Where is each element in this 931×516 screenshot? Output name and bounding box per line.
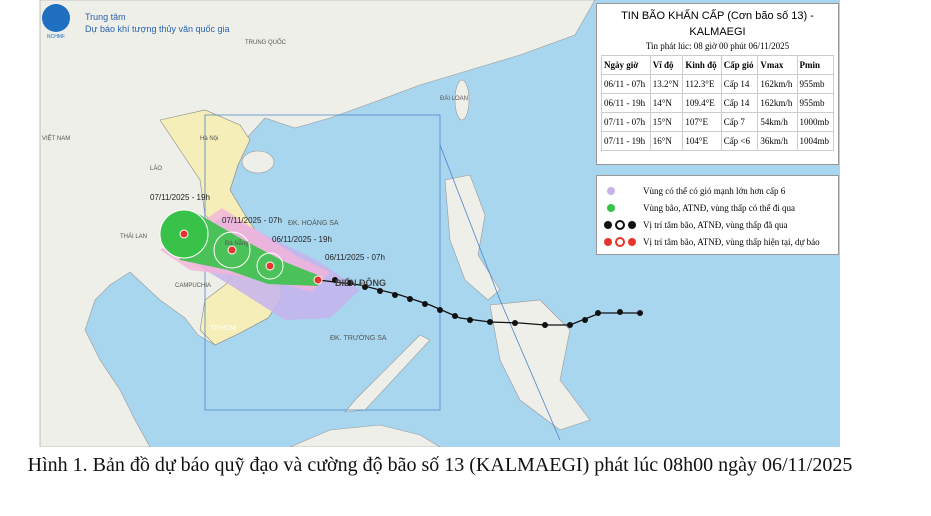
column-header: Pmin <box>796 55 834 75</box>
table-cell: Cấp 14 <box>720 74 759 94</box>
legend-item: Vùng bão, ATNĐ, vùng thấp có thể đi qua <box>603 199 832 216</box>
track-label: 06/11/2025 - 19h <box>272 235 332 244</box>
map-label: Đà Nẵng <box>225 240 249 247</box>
figure-caption: Hình 1. Bản đồ dự báo quỹ đạo và cường đ… <box>27 454 853 476</box>
track-label: 06/11/2025 - 07h <box>325 253 385 262</box>
table-cell: 06/11 - 07h <box>601 74 651 94</box>
bulletin-title: TIN BÃO KHẨN CẤP (Cơn bão số 13) - KALMA… <box>621 10 814 38</box>
table-row: 06/11 - 19h 14°N 109.4°E Cấp 14 162km/h 955mb <box>601 93 834 113</box>
table-cell: 955mb <box>796 93 834 113</box>
legend-item: Vị trí tâm bão, ATNĐ, vùng thấp đã qua <box>603 216 832 233</box>
legend-text: Vị trí tâm bão, ATNĐ, vùng thấp đã qua <box>643 219 788 230</box>
boundary <box>439 144 561 441</box>
boundary <box>204 114 441 411</box>
table-cell: 955mb <box>796 74 834 94</box>
column-header: Vmax <box>757 55 798 75</box>
map-label: BIỂN ĐÔNG <box>335 277 386 288</box>
table-cell: 36km/h <box>757 131 798 151</box>
table-cell: 06/11 - 19h <box>601 93 651 113</box>
table-cell: 162km/h <box>757 93 798 113</box>
past-positions <box>332 277 643 328</box>
org-line: Dự báo khí tượng thủy văn quốc gia <box>85 24 230 34</box>
org-line: Trung tâm <box>85 12 126 22</box>
column-header: Cấp gió <box>720 55 759 75</box>
track-label: 07/11/2025 - 07h <box>222 216 282 225</box>
table-cell: 14°N <box>649 93 684 113</box>
legend-text: Vùng bão, ATNĐ, vùng thấp có thể đi qua <box>643 202 795 213</box>
map-label: ĐK. TRƯỜNG SA <box>330 333 387 342</box>
map-label: CAMPUCHIA <box>175 283 211 289</box>
logo-text: NCHMF <box>47 34 65 40</box>
legend-item: Vị trí tâm bão, ATNĐ, vùng thấp hiện tại… <box>603 233 832 250</box>
table-cell: 15°N <box>649 112 684 132</box>
table-cell: Cấp 7 <box>720 112 759 132</box>
table-cell: 162km/h <box>757 74 798 94</box>
map-label: ĐK. HOÀNG SA <box>288 218 339 227</box>
luzon <box>444 174 501 301</box>
map-label: TP.HCM <box>210 325 236 332</box>
hainan <box>241 150 275 174</box>
column-header: Vĩ độ <box>649 55 684 75</box>
map-label: LÀO <box>150 165 162 172</box>
map-label: THÁI LAN <box>120 233 147 240</box>
issued-time: Tin phát lúc: 08 giờ 00 phút 06/11/2025 <box>645 41 790 51</box>
bulletin: TIN BÃO KHẨN CẤP (Cơn bão số 13) - KALMA… <box>596 3 839 165</box>
legend-text: Vùng có thể có gió mạnh lớn hơn cấp 6 <box>643 185 786 196</box>
forecast-area <box>256 252 284 280</box>
mindanao <box>489 299 591 431</box>
column-header: Ngày giờ <box>601 55 651 75</box>
logo <box>42 4 70 32</box>
table-cell: Cấp 14 <box>720 93 759 113</box>
map-label: TRUNG QUỐC <box>245 39 287 46</box>
forecast-table: Ngày giờ Vĩ độ Kinh độ Cấp gió Vmax Pmin 06/11… <box>601 55 834 151</box>
table-cell: 07/11 - 19h <box>601 131 651 151</box>
table-cell: 1004mb <box>796 131 834 151</box>
table-cell: Cấp <6 <box>720 131 759 151</box>
storm-positions <box>179 229 323 285</box>
table-cell: 16°N <box>649 131 684 151</box>
map-label: Hà Nội <box>200 136 218 142</box>
track-label: 07/11/2025 - 19h <box>150 193 210 202</box>
table-cell: 1000mb <box>796 112 834 132</box>
table-cell: 07/11 - 07h <box>601 112 651 132</box>
taiwan <box>454 79 470 121</box>
borneo <box>289 424 441 447</box>
legend: Vùng có thể có gió mạnh lớn hơn cấp 6 Vù… <box>596 175 839 255</box>
legend-item: Vùng có thể có gió mạnh lớn hơn cấp 6 <box>603 182 832 199</box>
table-row: 07/11 - 19h 16°N 104°E Cấp <6 36km/h 1004mb <box>601 131 834 151</box>
forecast-area <box>213 231 251 269</box>
map-label: VIỆT NAM <box>42 134 70 142</box>
table-cell: 109.4°E <box>682 93 722 113</box>
column-header: Kinh độ <box>682 55 722 75</box>
table-cell: 54km/h <box>757 112 798 132</box>
table-cell: 107°E <box>682 112 722 132</box>
table-cell: 112.3°E <box>682 74 722 94</box>
table-row: 07/11 - 07h 15°N 107°E Cấp 7 54km/h 1000mb <box>601 112 834 132</box>
map-label: ĐÀI LOAN <box>440 95 468 102</box>
legend-text: Vị trí tâm bão, ATNĐ, vùng thấp hiện tại… <box>643 236 820 247</box>
table-row: 06/11 - 07h 13.2°N 112.3°E Cấp 14 162km/h 955… <box>601 74 834 94</box>
table-cell: 13.2°N <box>649 74 684 94</box>
table-cell: 104°E <box>682 131 722 151</box>
